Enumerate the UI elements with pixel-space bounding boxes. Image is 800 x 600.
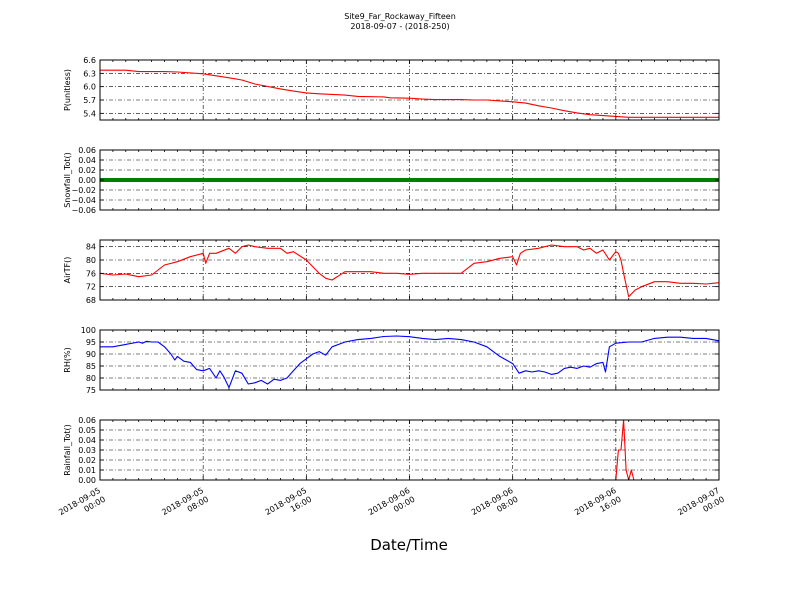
panel-5: 0.000.010.020.030.040.050.06 Rainfall_Tot… [63, 416, 720, 485]
x-tick-label: 2018-09-0616:00 [573, 486, 623, 526]
series-line-3-1 [99, 244, 720, 298]
y-tick-label: 0.02 [78, 166, 96, 175]
y-tick-label: 5.4 [83, 109, 96, 118]
panel-1: 5.4 5.7 6.0 6.3 6.6 P(unitless) [63, 56, 720, 121]
series-line-4-1 [100, 335, 720, 389]
y-tick-label: 0.04 [78, 436, 96, 445]
y-axis-label: AirTF() [63, 257, 72, 284]
y-tick-label: 85 [86, 362, 96, 371]
x-tick-label: 2018-09-0600:00 [367, 486, 417, 526]
gridlines [100, 60, 719, 120]
y-axis-label: P(unitless) [63, 69, 72, 111]
y-tick-label: 68 [86, 296, 96, 305]
y-tick-label: 6.3 [83, 69, 96, 78]
x-tick-label: 2018-09-0608:00 [470, 486, 520, 526]
y-tick-label: 95 [86, 338, 96, 347]
x-tick-label: 2018-09-0508:00 [160, 486, 210, 526]
y-tick-label: 80 [86, 256, 96, 265]
y-tick-label: 100 [81, 326, 96, 335]
gridlines [100, 240, 719, 300]
y-tick-label: 0.06 [78, 416, 96, 425]
y-tick-label: 80 [86, 374, 96, 383]
chart-subtitle: 2018-09-07 - (2018-250) [350, 22, 449, 31]
panel-4: 75 80 85 90 95 100 RH(%) [63, 326, 720, 395]
y-tick-label: 75 [86, 386, 96, 395]
x-axis-label: Date/Time [370, 536, 448, 554]
y-tick-label: 72 [86, 283, 96, 292]
y-tick-label: 0.02 [78, 456, 96, 465]
panels: 5.4 5.7 6.0 6.3 6.6 P(unitless) −0.06−0.04−0.0… [63, 56, 720, 485]
y-tick-label: 0.04 [78, 156, 96, 165]
y-tick-label: 5.7 [83, 96, 96, 105]
chart-title: Site9_Far_Rockaway_Fifteen [344, 12, 456, 21]
x-tick-label: 2018-09-0500:00 [57, 486, 107, 526]
y-tick-label: 0.01 [78, 466, 96, 475]
gridlines [100, 420, 719, 480]
y-tick-label: 0.00 [78, 476, 96, 485]
y-tick-label: 6.6 [83, 56, 96, 65]
panel-3: 68 72 76 80 84 AirTF() [63, 239, 720, 305]
y-tick-label: −0.04 [71, 196, 96, 205]
y-axis-label: Snowfall_Tot() [63, 152, 72, 208]
y-tick-label: 0.05 [78, 426, 96, 435]
y-tick-label: 76 [86, 269, 96, 278]
x-tick-labels: 2018-09-0500:00 2018-09-0508:00 2018-09-05… [57, 486, 726, 526]
y-axis-label: RH(%) [63, 347, 72, 372]
y-tick-label: 0.06 [78, 146, 96, 155]
y-tick-label: 0.00 [78, 176, 96, 185]
gridlines [100, 330, 719, 390]
y-tick-label: 84 [86, 243, 96, 252]
y-axis-label: Rainfall_Tot() [63, 424, 72, 476]
y-tick-label: 90 [86, 350, 96, 359]
y-tick-label: 6.0 [83, 83, 96, 92]
series-line-1-1 [100, 69, 719, 118]
y-tick-label: −0.06 [71, 206, 96, 215]
x-tick-label: 2018-09-0700:00 [676, 486, 726, 526]
panel-2: −0.06−0.04−0.020.000.020.040.06 Snowfall_… [63, 146, 720, 215]
y-tick-label: −0.02 [71, 186, 96, 195]
x-tick-label: 2018-09-0516:00 [264, 486, 314, 526]
y-tick-label: 0.03 [78, 446, 96, 455]
